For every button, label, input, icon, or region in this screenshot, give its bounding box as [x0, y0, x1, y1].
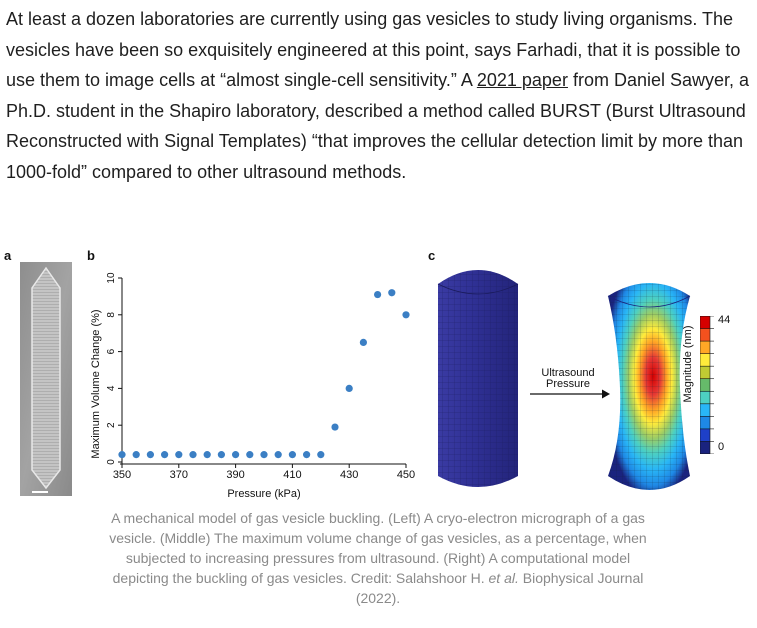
data-point — [388, 289, 396, 297]
caption-et-al: et al. — [488, 570, 519, 586]
y-tick-label: 0 — [106, 459, 117, 465]
data-point — [317, 451, 325, 459]
panel-label-b: b — [87, 248, 95, 263]
data-point — [402, 311, 410, 319]
data-point — [246, 451, 254, 459]
data-point — [331, 423, 339, 431]
paragraph-text-start: At least a dozen laboratories are curren… — [6, 9, 741, 91]
x-tick-label: 370 — [170, 469, 188, 481]
x-axis-label: Pressure (kPa) — [227, 488, 300, 500]
data-point — [232, 451, 240, 459]
y-tick-label: 2 — [106, 422, 117, 428]
colorbar-segment — [700, 366, 710, 380]
caption-text: A mechanical model of gas vesicle buckli… — [109, 510, 647, 586]
colorbar-segment — [700, 416, 710, 430]
colorbar-max-label: 44 — [718, 314, 731, 326]
caption-source: Biophysical Journal (2022). — [355, 570, 644, 606]
colorbar-segment — [700, 328, 710, 342]
buckled-vesicle-model — [607, 283, 691, 490]
x-tick-label: 350 — [113, 469, 131, 481]
panel-label-c: c — [428, 248, 436, 263]
data-point — [189, 451, 197, 459]
cryo-em-micrograph — [20, 262, 72, 496]
y-tick-label: 10 — [106, 272, 117, 284]
data-point — [175, 451, 183, 459]
colorbar-title: Magnitude (nm) — [682, 325, 694, 403]
colorbar-segment — [700, 378, 710, 392]
data-point — [359, 338, 367, 346]
paper-link[interactable]: 2021 paper — [476, 70, 568, 91]
colorbar-segment — [700, 428, 710, 442]
colorbar-segment — [700, 403, 710, 417]
colorbar-min-label: 0 — [718, 441, 725, 453]
arrow-label-line1: Ultrasound — [541, 367, 595, 379]
data-point — [217, 451, 225, 459]
colorbar-segment — [700, 316, 710, 330]
chart-axes: 0 2 4 6 8 10 350 370 390 410 430 450 — [106, 272, 415, 481]
colorbar-segment — [700, 391, 710, 405]
x-tick-label: 430 — [340, 469, 358, 481]
y-tick-label: 4 — [106, 385, 117, 391]
data-point — [203, 451, 211, 459]
arrow-icon — [530, 389, 610, 399]
figure-caption: A mechanical model of gas vesicle buckli… — [108, 508, 648, 608]
data-point — [288, 451, 296, 459]
volume-change-chart: Maximum Volume Change (%) Pressure (kPa)… — [90, 272, 415, 500]
x-tick-label: 450 — [397, 469, 415, 481]
data-point — [303, 451, 311, 459]
colorbar-segment — [700, 353, 710, 367]
arrow-label-line2: Pressure — [545, 378, 591, 390]
data-point — [260, 451, 268, 459]
ultrasound-arrow-label: Ultrasound Pressure — [528, 368, 608, 390]
x-tick-label: 390 — [226, 469, 244, 481]
panel-label-a: a — [4, 248, 12, 263]
colorbar — [700, 316, 714, 454]
colorbar-frame — [700, 316, 711, 454]
x-tick-label: 410 — [283, 469, 301, 481]
y-tick-label: 8 — [106, 312, 117, 318]
data-point — [274, 451, 282, 459]
y-axis-label: Maximum Volume Change (%) — [90, 309, 102, 458]
data-point — [345, 384, 353, 392]
intact-vesicle-model — [437, 270, 519, 487]
data-point — [146, 451, 154, 459]
data-point — [161, 451, 169, 459]
colorbar-segment — [700, 441, 710, 454]
article-paragraph: At least a dozen laboratories are curren… — [6, 4, 751, 188]
data-point — [118, 451, 126, 459]
data-point — [374, 290, 382, 299]
chart-points — [118, 289, 410, 459]
data-point — [132, 451, 140, 459]
figure: a b c Maximum Volume Change (%) Pressure… — [0, 244, 757, 510]
y-tick-label: 6 — [106, 348, 117, 354]
colorbar-segment — [700, 341, 710, 355]
paragraph-text-end: from Daniel Sawyer, a Ph.D. student in t… — [6, 70, 750, 182]
